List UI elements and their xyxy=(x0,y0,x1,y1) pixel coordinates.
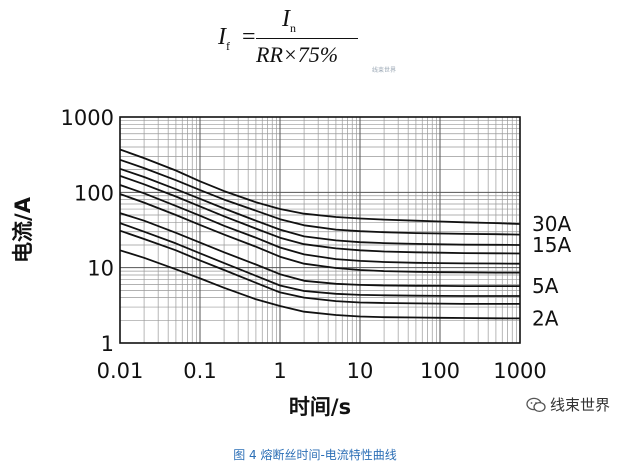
x-tick-label: 1000 xyxy=(493,359,546,383)
series-line-2 xyxy=(119,229,520,305)
series-line-3 xyxy=(119,222,520,297)
chart-grid xyxy=(119,116,521,344)
series-annotation: 5A xyxy=(532,274,559,298)
watermark: 线束世界 xyxy=(526,394,610,415)
watermark-text: 线束世界 xyxy=(550,396,611,414)
series-line-1 xyxy=(119,249,521,320)
y-tick-label: 1000 xyxy=(61,106,114,130)
series-line-6 xyxy=(119,184,521,265)
series-annotation: 15A xyxy=(532,233,571,257)
x-tick-label: 10 xyxy=(347,359,374,383)
plot-frame xyxy=(119,116,521,344)
chart-plot xyxy=(119,148,521,320)
x-tick-label: 0.1 xyxy=(183,359,216,383)
x-tick-label: 100 xyxy=(420,359,460,383)
series-line-4 xyxy=(119,212,520,288)
x-axis-label: 时间/s xyxy=(289,395,351,419)
y-tick-label: 10 xyxy=(87,257,114,281)
formula-lhs: If xyxy=(218,24,230,53)
series-line-5 xyxy=(119,193,520,274)
series-annotation: 2A xyxy=(532,306,559,330)
series-line-9 xyxy=(119,158,521,236)
watermark-small: 线束世界 xyxy=(372,67,397,74)
formula-denominator: RR×75% xyxy=(256,42,339,67)
series-line-8 xyxy=(119,167,521,246)
x-tick-label: 1 xyxy=(273,359,286,383)
y-tick-label: 1 xyxy=(101,332,114,356)
series-line-10 xyxy=(119,148,521,225)
formula-numerator: In xyxy=(282,6,296,35)
fuse-formula: If = In RR×75% xyxy=(212,4,362,70)
formula-equals: = xyxy=(242,24,256,50)
formula-fraction-bar xyxy=(256,38,358,39)
x-tick-label: 0.01 xyxy=(97,359,144,383)
y-tick-label: 100 xyxy=(74,181,114,205)
wechat-icon xyxy=(526,397,546,412)
series-annotation: 30A xyxy=(532,212,571,236)
series-line-7 xyxy=(119,175,521,255)
y-axis-label: 电流/A xyxy=(11,196,35,263)
figure-caption: 图 4 熔断丝时间-电流特性曲线 xyxy=(233,448,397,462)
